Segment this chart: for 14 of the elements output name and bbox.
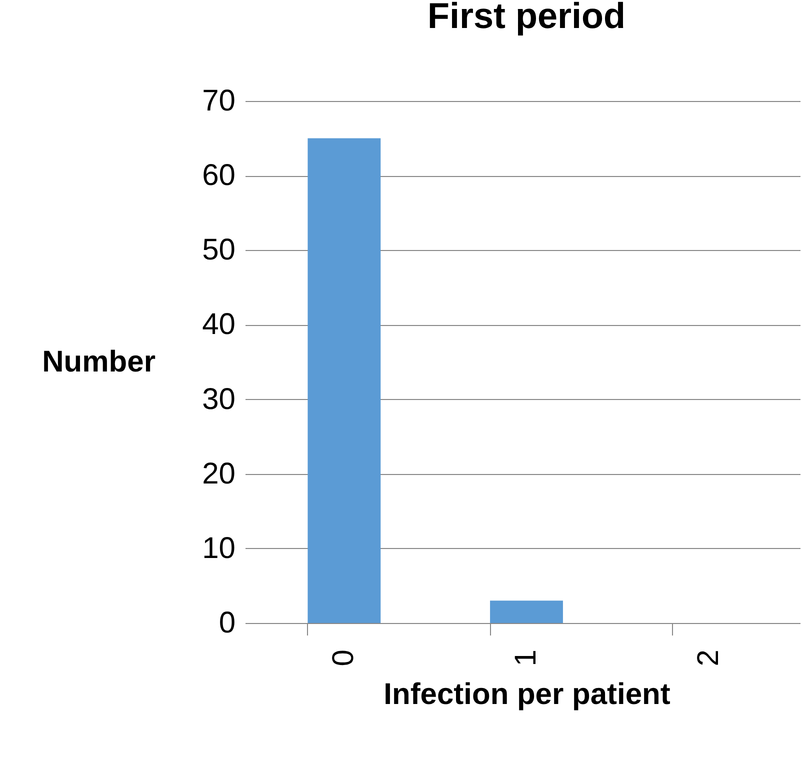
chart-title: First period — [427, 0, 626, 36]
y-tick-label: 70 — [202, 84, 236, 118]
y-tick-label: 50 — [202, 234, 236, 267]
y-axis-title: Number — [42, 346, 156, 378]
x-tick-label: 2 — [692, 650, 725, 666]
x-tick-label: 0 — [327, 650, 360, 666]
y-tick-label: 40 — [202, 308, 236, 342]
y-tick-label: 60 — [202, 159, 236, 192]
y-tick-label: 30 — [202, 382, 236, 416]
y-tick-label: 0 — [218, 606, 236, 640]
y-tick-label: 20 — [202, 457, 236, 490]
y-tick-label: 10 — [202, 532, 236, 565]
x-tick-label: 1 — [510, 650, 542, 666]
x-axis-title: Infection per patient — [384, 678, 670, 712]
